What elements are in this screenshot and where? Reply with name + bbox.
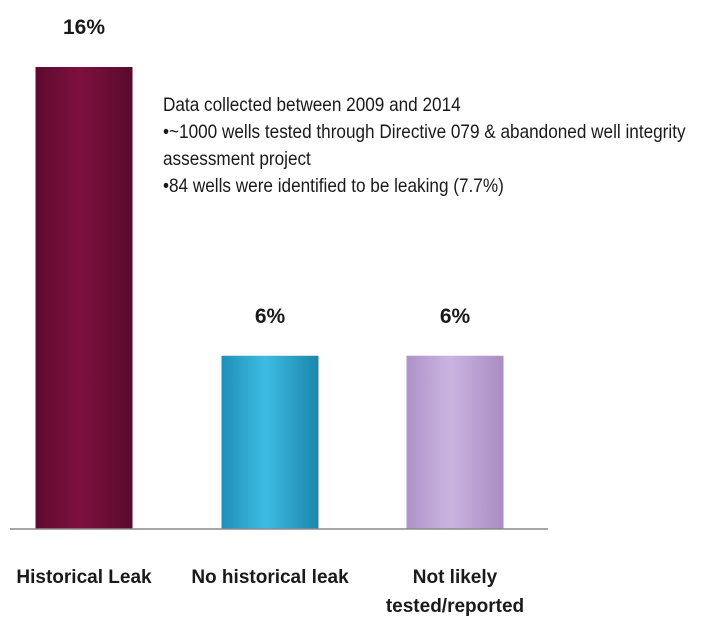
data-label-0: 16% xyxy=(63,16,105,39)
data-labels-group: 16% 6% 6% xyxy=(63,16,471,328)
category-labels-group: Historical Leak No historical leak Not lik… xyxy=(16,567,524,617)
bar-0 xyxy=(35,67,133,529)
category-label-2-line-0: Not likely xyxy=(413,567,498,588)
bar-1 xyxy=(221,355,319,529)
category-label-0: Historical Leak xyxy=(16,567,152,588)
bar-2 xyxy=(406,355,504,529)
data-label-2: 6% xyxy=(440,305,471,328)
bars-group xyxy=(35,67,504,529)
category-label-1: No historical leak xyxy=(191,567,349,588)
annotation-line-wells-leaking: •84 wells were identified to be leaking … xyxy=(163,175,504,197)
annotation-line-date-range: Data collected between 2009 and 2014 xyxy=(163,94,461,116)
data-label-1: 6% xyxy=(255,305,286,328)
annotation-note: Data collected between 2009 and 2014 •~1… xyxy=(163,92,686,200)
category-label-2-line-1: tested/reported xyxy=(386,596,524,617)
annotation-line-wells-tested: •~1000 wells tested through Directive 07… xyxy=(163,121,686,170)
